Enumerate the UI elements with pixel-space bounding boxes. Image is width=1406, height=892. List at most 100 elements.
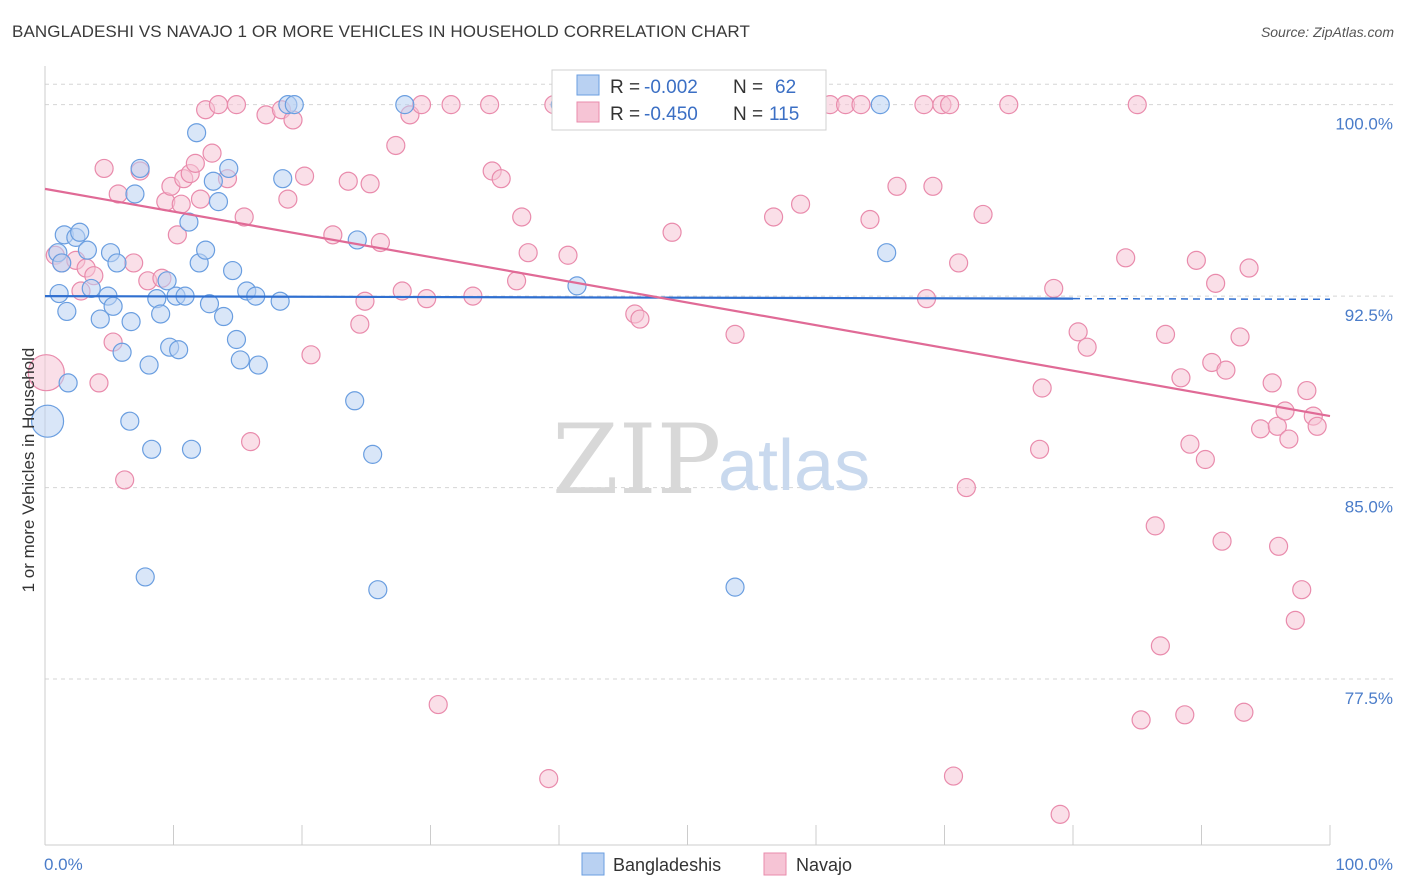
legend-n-label-bangladeshis: N = [733,77,763,98]
bangladeshi-point [870,95,890,115]
x-tick-label: 0.0% [44,855,83,874]
y-axis-label: 1 or more Vehicles in Household [19,348,38,593]
navajo-point [124,253,144,273]
bangladeshi-point [142,439,162,459]
legend-n-value-navajo: 115 [769,104,799,125]
bangladeshi-point [273,169,293,189]
bangladeshi-point [112,342,132,362]
navajo-point [1116,248,1136,268]
legend-r-label-navajo: R = [610,104,640,125]
legend-r-value-bangladeshis: -0.002 [644,77,698,98]
navajo-point [1195,449,1215,470]
bangladeshi-point [77,240,98,260]
navajo-point [1068,322,1088,342]
navajo-point [1307,416,1327,436]
bangladeshi-point [58,373,78,393]
bangladeshi-point [107,253,127,273]
bottom-legend-bangladeshis: Bangladeshis [613,855,721,875]
legend-r-value-navajo: -0.450 [644,104,698,125]
navajo-point [1044,278,1064,299]
navajo-point [294,166,315,186]
legend-swatch-navajo [576,101,600,123]
trend-lines [44,187,1331,418]
bottom-legend-navajo: Navajo [796,855,852,875]
navajo-point [1050,804,1070,824]
bangladeshi-point [157,271,177,291]
navajo-point [1077,337,1097,357]
bangladeshi-point [270,291,290,311]
navajo-point [1279,429,1299,449]
navajo-point [338,171,358,191]
axes [44,66,1331,846]
y-tick-label: 77.5% [1345,689,1393,708]
navajo-point [185,153,205,173]
navajo-point [1216,360,1236,380]
y-tick-label: 85.0% [1345,498,1393,517]
navajo-point [171,194,191,214]
navajo-point [1150,636,1170,656]
bangladeshi-point [725,577,745,597]
bangladeshi-point [284,95,304,115]
navajo-point [392,281,412,301]
navajo-point [512,207,532,227]
bangladeshi-point [214,306,234,327]
bottom-swatch-navajo [763,852,787,876]
legend-swatch-bangladeshis [576,74,600,96]
navajo-point [1131,710,1151,730]
navajo-point [441,95,461,115]
navajo-point [914,95,934,115]
bangladeshi-point [169,340,189,360]
bangladeshi-point [135,567,155,587]
navajo-point [973,204,993,225]
navajo-point [1262,373,1282,393]
bangladeshi-point [70,222,90,242]
legend-n-value-bangladeshis: 62 [775,77,796,98]
bangladeshi-point [196,240,216,260]
navajo-point [943,766,964,786]
bangladeshi-point [567,276,587,296]
series-legend: Bangladeshis Navajo [581,852,852,876]
legend-r-label-bangladeshis: R = [610,77,640,98]
navajo-point [949,253,969,273]
bangladeshi-point [230,350,250,370]
navajo-point [518,243,538,263]
navajo-point [386,135,406,156]
navajo-point [428,694,448,715]
bottom-swatch-bangladeshis [581,852,605,876]
bangladeshi-point [151,304,171,324]
bangladeshi-point [120,411,140,431]
bangladeshi-point [208,192,229,212]
navajo-point [1171,368,1191,388]
source-credit: Source: ZipAtlas.com [1260,24,1394,40]
navajo-point [1267,416,1287,436]
navajo-point [1292,580,1312,600]
bangladeshi-point [130,158,150,179]
navajo-point [241,432,261,452]
navajo-point [1268,536,1289,556]
navajo-point [355,291,375,311]
navajo-point [1145,516,1165,536]
bangladeshi-point [345,391,365,411]
bangladeshi-point [57,301,77,322]
chart-title: BANGLADESHI VS NAVAJO 1 OR MORE VEHICLES… [12,22,750,41]
navajo-point [202,143,222,163]
navajo-point [790,194,811,214]
x-tick-label: 100.0% [1335,855,1393,874]
navajo-point [1155,324,1176,345]
bangladeshi-point [103,296,123,316]
navajo-point [940,95,960,115]
navajo-point [923,176,943,196]
navajo-point [763,207,784,227]
legend-n-label-navajo: N = [733,104,763,125]
bangladeshi-point [181,439,202,459]
navajo-point [1285,610,1305,630]
navajo-point [1230,327,1250,347]
bangladeshi-point [125,184,145,204]
navajo-point [1032,378,1052,398]
navajo-point [558,245,578,265]
watermark: ZIP atlas [552,404,870,516]
navajo-point [411,95,432,115]
navajo-point [1297,380,1317,401]
navajo-point [190,189,211,209]
navajo-point [1186,250,1206,270]
